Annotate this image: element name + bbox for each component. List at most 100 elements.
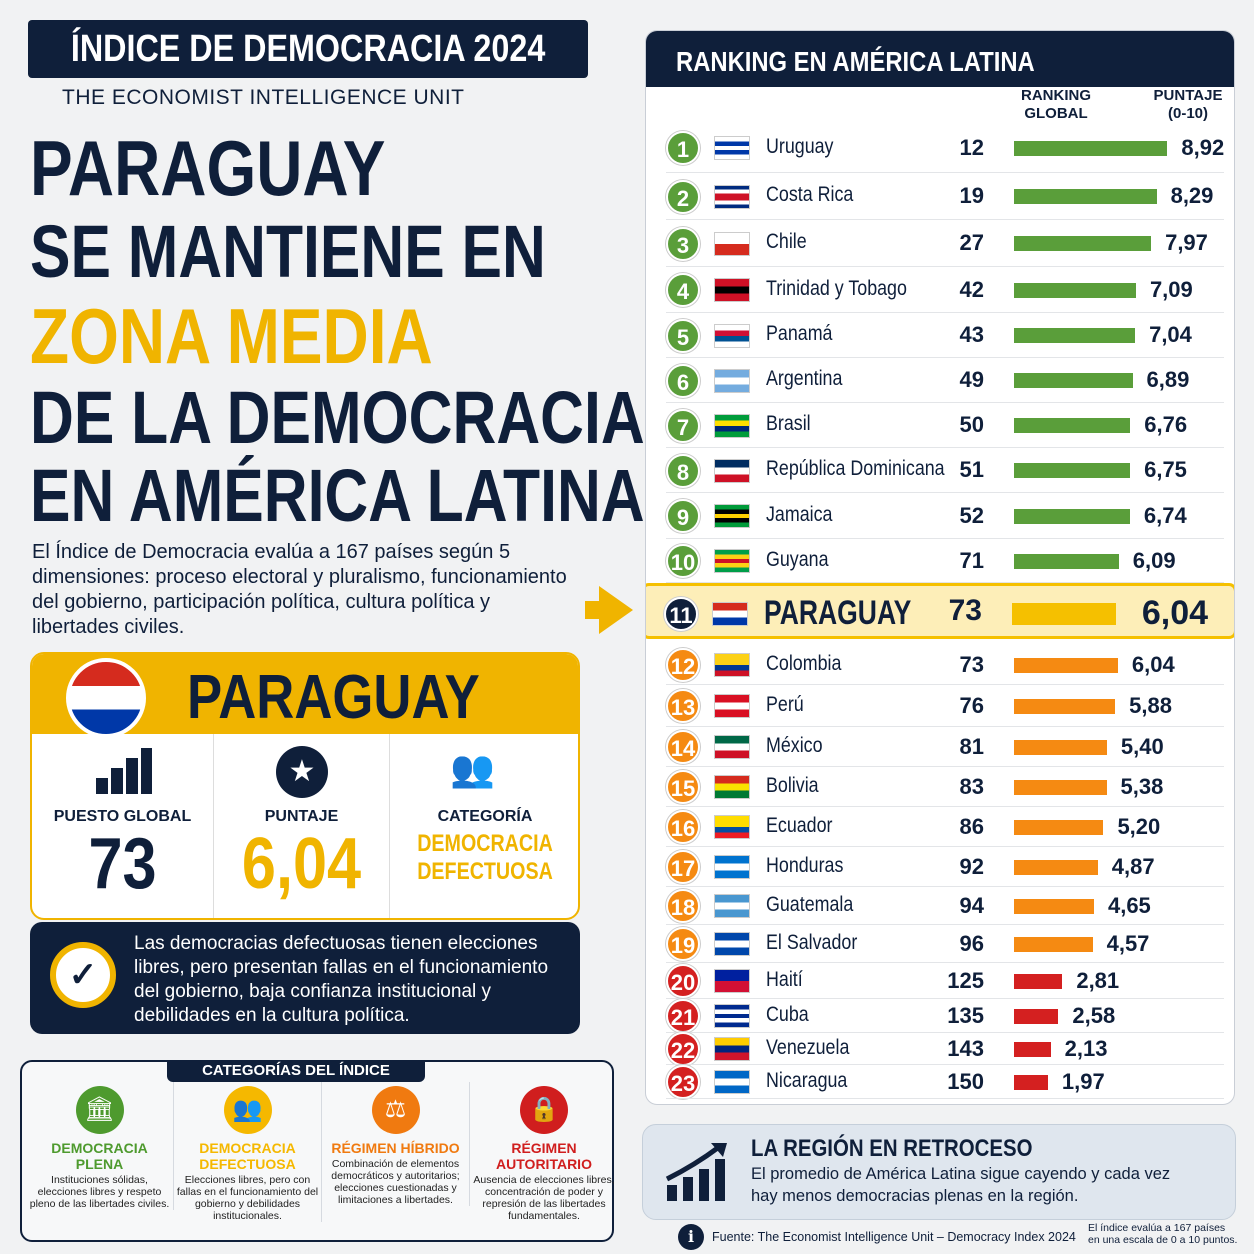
score-bar [1014, 898, 1094, 914]
global-rank: 83 [959, 773, 984, 799]
rank-badge: 9 [666, 499, 700, 533]
score-label: PUNTAJE [264, 808, 339, 825]
global-rank: 76 [959, 692, 984, 718]
score-stat: ★ PUNTAJE 6,04 [214, 734, 390, 918]
bar-chart-icon [96, 748, 152, 794]
row-divider [666, 1032, 1224, 1033]
flag-icon [714, 184, 750, 209]
row-divider [666, 1098, 1224, 1099]
row-divider [666, 726, 1224, 727]
row-divider [666, 538, 1224, 539]
rank-badge: 12 [666, 648, 700, 682]
global-rank: 150 [947, 1068, 984, 1094]
country-name: Perú [766, 692, 804, 716]
country-name: Trinidad y Tobago [766, 276, 907, 300]
score-bar [1014, 698, 1116, 714]
rank-badge: 20 [666, 964, 700, 998]
rank-badge: 16 [666, 810, 700, 844]
flag-icon [714, 694, 750, 718]
score-bar [1014, 936, 1093, 952]
flag-icon [714, 735, 750, 759]
rank-label: PUESTO GLOBAL [53, 808, 192, 825]
row-divider [666, 402, 1224, 403]
trend-up-icon [665, 1141, 733, 1208]
category-name: RÉGIMEN HÍBRIDO [331, 1140, 460, 1156]
row-divider [666, 357, 1224, 358]
rank-badge: 8 [666, 453, 700, 488]
rank-badge: 22 [666, 1032, 700, 1066]
category-name: RÉGIMEN AUTORITARIO [496, 1140, 592, 1172]
rank-badge: 11 [664, 597, 698, 631]
country-name: Chile [766, 230, 807, 254]
score-label: 8,92 [1181, 134, 1225, 160]
table-row: 17 Honduras 92 4,87 [646, 847, 1234, 887]
card-header: PARAGUAY [32, 654, 578, 738]
flag-icon [714, 136, 750, 160]
flag-icon [714, 1070, 750, 1094]
score-bar [1014, 1041, 1051, 1057]
rank-badge: 10 [666, 544, 700, 578]
score-label: 6,89 [1146, 367, 1190, 393]
table-row: 4 Trinidad y Tobago 42 7,09 [646, 267, 1234, 313]
categories-box: CATEGORÍAS DEL ÍNDICE 🏛 DEMOCRACIA PLENA… [20, 1060, 615, 1242]
score-label: 6,04 [1131, 651, 1175, 677]
source-text: Fuente: The Economist Intelligence Unit … [712, 1230, 1076, 1244]
score-label: 7,04 [1149, 322, 1192, 348]
score-label: 6,75 [1144, 457, 1187, 483]
category-label: CATEGORÍA [437, 808, 533, 825]
rank-stat: PUESTO GLOBAL 73 [32, 734, 214, 918]
subtitle: THE ECONOMIST INTELLIGENCE UNIT [62, 86, 465, 109]
institution-icon: 🏛 [75, 1086, 124, 1134]
country-name: Cuba [766, 1002, 809, 1026]
table-row: 9 Jamaica 52 6,74 [646, 493, 1234, 539]
arrow-icon [599, 586, 633, 634]
score-bar [1014, 463, 1131, 478]
flag-icon [712, 602, 748, 626]
categories-title: CATEGORÍAS DEL ÍNDICE [167, 1060, 425, 1082]
row-divider [666, 582, 1224, 583]
score-label: 1,97 [1061, 1068, 1105, 1094]
category-desc: Elecciones libres, pero con fallas en el… [176, 1174, 319, 1222]
category-stat: 👥 CATEGORÍA DEMOCRACIA DEFECTUOSA [390, 734, 578, 918]
table-row: 18 Guatemala 94 4,65 [646, 887, 1234, 925]
row-divider [666, 886, 1224, 887]
table-row: 5 Panamá 43 7,04 [646, 313, 1234, 358]
country-name: PARAGUAY [764, 593, 912, 632]
headline-line: DE LA DEMOCRACIA [30, 376, 645, 459]
score-bar [1014, 657, 1118, 673]
flag-icon [714, 653, 750, 677]
country-name: Guyana [766, 547, 829, 571]
category-desc: Ausencia de elecciones libres, concentra… [473, 1174, 615, 1222]
flag-icon [714, 323, 750, 348]
panel-title-text: RANKING EN AMÉRICA LATINA [676, 46, 1035, 77]
score-label: 2,81 [1076, 967, 1120, 993]
global-rank: 27 [959, 230, 984, 256]
flag-icon [714, 855, 750, 879]
rank-badge: 14 [666, 730, 700, 764]
rank-badge: 23 [666, 1065, 700, 1099]
category-value: DEMOCRACIA DEFECTUOSA [417, 830, 553, 885]
region-title: LA REGIÓN EN RETROCESO [751, 1135, 1033, 1162]
score-label: 4,65 [1107, 892, 1151, 918]
table-row: 15 Bolivia 83 5,38 [646, 767, 1234, 807]
score-bar [1014, 553, 1119, 569]
rank-badge: 18 [666, 889, 700, 923]
ranking-panel: RANKING EN AMÉRICA LATINA RANKING GLOBAL… [645, 30, 1235, 1105]
region-box: LA REGIÓN EN RETROCESO El promedio de Am… [642, 1124, 1236, 1220]
arrow-icon [585, 601, 599, 619]
rank-badge: 17 [666, 850, 700, 884]
check-icon: ✓ [50, 942, 116, 1008]
table-row: 23 Nicaragua 150 1,97 [646, 1065, 1234, 1099]
global-rank: 73 [948, 593, 982, 627]
score-bar [1012, 603, 1116, 625]
scale-note: El índice evalúa a 167 países en una esc… [1088, 1222, 1238, 1246]
category-desc: Combinación de elementos democráticos y … [331, 1158, 460, 1206]
global-rank: 43 [959, 322, 984, 348]
paraguay-card: PARAGUAY PUESTO GLOBAL 73 ★ PUNTAJE 6,04… [30, 652, 580, 920]
rank-badge: 6 [666, 363, 700, 398]
score-bar [1014, 819, 1104, 835]
country-name: Brasil [766, 412, 811, 436]
row-divider [666, 766, 1224, 767]
col-header-score: PUNTAJE (0-10) [1153, 87, 1223, 122]
score-value: 6,04 [241, 824, 362, 904]
